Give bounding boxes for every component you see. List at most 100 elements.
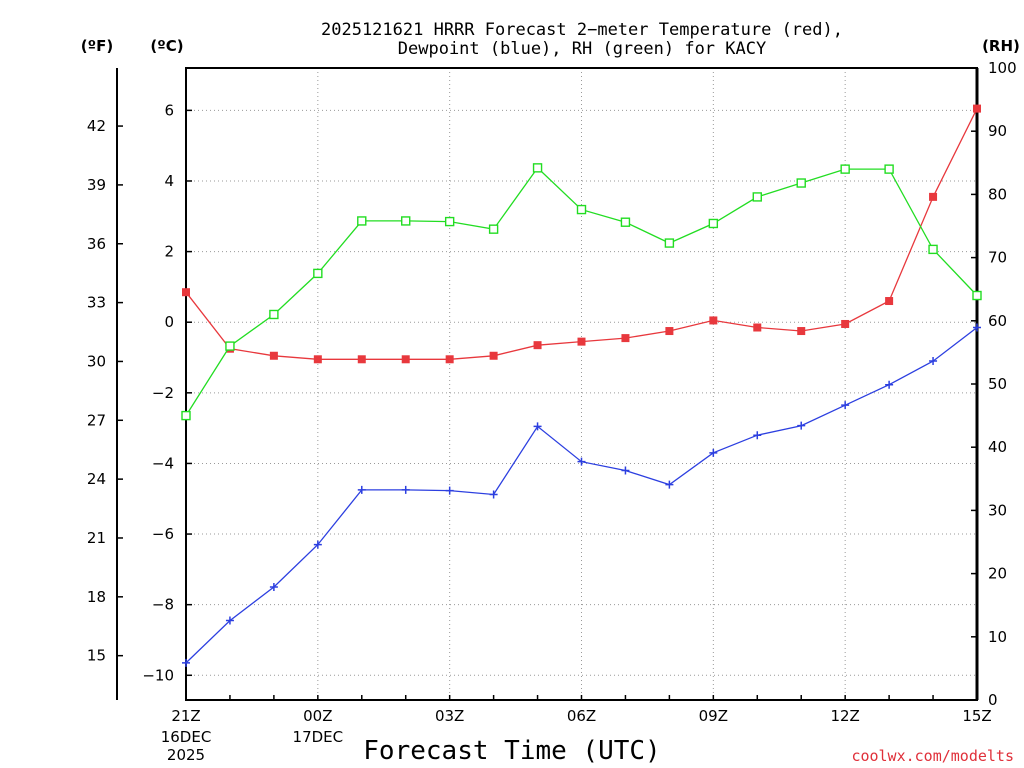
dewpoint-point (797, 421, 806, 430)
rh-point (444, 216, 455, 227)
dewpoint-point (841, 401, 850, 410)
rh-tick-label: 30 (988, 501, 1007, 519)
celsius-tick-label: −10 (142, 666, 174, 684)
dewpoint-point (182, 658, 190, 667)
fahrenheit-tick-label: 24 (87, 470, 106, 488)
dewpoint-point (621, 466, 630, 475)
2-meter-temperature-point (533, 341, 542, 350)
chart-title-line-1: 2025121621 HRRR Forecast 2−meter Tempera… (321, 20, 843, 40)
rh-point (620, 217, 631, 227)
celsius-unit-label: (ºC) (150, 37, 183, 55)
x-tick-label: 03Z (435, 707, 464, 725)
data-series (181, 104, 982, 667)
x-tick-label: 09Z (699, 707, 728, 725)
dewpoint-point (753, 431, 762, 440)
2-meter-temperature-point (709, 316, 718, 325)
rh-tick-label: 60 (988, 312, 1007, 330)
2-meter-temperature-point (313, 355, 322, 364)
rh-point (357, 216, 367, 226)
2-meter-temperature-point (489, 351, 498, 360)
rh-tick-label: 50 (988, 375, 1007, 393)
2-meter-temperature-point (665, 327, 674, 336)
fahrenheit-tick-label: 27 (87, 411, 106, 429)
x-axis-title: Forecast Time (UTC) (363, 736, 660, 766)
dewpoint-point (665, 480, 674, 489)
dewpoint-point (445, 486, 454, 495)
2-meter-temperature-point (753, 323, 762, 332)
celsius-tick-label: 4 (164, 172, 174, 190)
2-meter-temperature-point (357, 355, 366, 364)
2-meter-temperature-point (182, 288, 190, 297)
rh-tick-label: 70 (988, 249, 1007, 267)
rh-point (884, 164, 894, 174)
dewpoint-point (357, 485, 366, 494)
x-tick-label: 21Z (171, 707, 200, 725)
2-meter-temperature-point (621, 334, 630, 343)
dewpoint-point (709, 448, 718, 457)
2-meter-temperature-point (445, 355, 454, 364)
dewpoint-point (929, 357, 938, 366)
rh-tick-label: 80 (988, 185, 1007, 203)
celsius-tick-label: −6 (152, 525, 174, 543)
dewpoint-point (577, 457, 586, 466)
celsius-tick-label: 2 (164, 243, 174, 261)
grid-lines (186, 68, 977, 700)
2-meter-temperature-point (797, 327, 806, 336)
rh-tick-label: 20 (988, 565, 1007, 583)
dewpoint-point (973, 323, 981, 332)
2-meter-temperature-line (185, 108, 978, 360)
dewpoint-point (885, 380, 894, 389)
fahrenheit-tick-label: 33 (87, 294, 106, 312)
x-date-label: 2025 (167, 746, 205, 764)
x-tick-label: 06Z (567, 707, 596, 725)
2-meter-temperature-point (401, 355, 410, 364)
2-meter-temperature-point (929, 192, 938, 201)
dewpoint-point (225, 616, 234, 625)
dewpoint-point (489, 490, 498, 499)
dewpoint-point (533, 422, 542, 431)
rh-point (708, 218, 719, 229)
x-tick-label: 15Z (962, 707, 991, 725)
rh-point (401, 216, 411, 226)
chart-title-line-2: Dewpoint (blue), RH (green) for KACY (398, 39, 766, 59)
2-meter-temperature-point (841, 319, 850, 328)
rh-point (488, 224, 499, 234)
axes (116, 67, 979, 701)
fahrenheit-tick-label: 39 (87, 176, 106, 194)
dewpoint-point (313, 540, 322, 549)
credit-label: coolwx.com/modelts (851, 747, 1014, 765)
fahrenheit-unit-label: (ºF) (81, 37, 113, 55)
celsius-tick-label: −4 (152, 454, 174, 472)
2-meter-temperature-point (269, 351, 278, 360)
celsius-tick-label: 0 (164, 313, 174, 331)
fahrenheit-tick-label: 36 (87, 235, 106, 253)
rh-point (972, 290, 982, 301)
rh-point (532, 163, 543, 173)
rh-unit-label: (RH) (982, 37, 1020, 55)
fahrenheit-tick-label: 15 (87, 647, 106, 665)
rh-point (313, 268, 323, 279)
fahrenheit-tick-label: 42 (87, 117, 106, 135)
tick-labels: −10−8−6−4−202461518212427303336394201020… (87, 59, 1017, 764)
fahrenheit-tick-label: 30 (87, 352, 106, 370)
x-tick-label: 12Z (830, 707, 859, 725)
x-date-label: 16DEC (161, 728, 212, 746)
2-meter-temperature-point (973, 104, 981, 113)
rh-point (181, 410, 191, 421)
rh-tick-label: 0 (988, 691, 998, 709)
rh-tick-label: 40 (988, 438, 1007, 456)
2-meter-temperature-point (885, 297, 894, 306)
fahrenheit-tick-label: 21 (87, 529, 106, 547)
2-meter-temperature-point (577, 337, 586, 346)
fahrenheit-tick-label: 18 (87, 588, 106, 606)
x-date-label: 17DEC (293, 728, 344, 746)
x-tick-label: 00Z (303, 707, 332, 725)
rh-point (796, 178, 806, 188)
rh-point (752, 192, 762, 202)
celsius-tick-label: −8 (152, 596, 174, 614)
rh-point (269, 309, 279, 320)
rh-tick-label: 90 (988, 122, 1007, 140)
celsius-tick-label: −2 (152, 384, 174, 402)
rh-point (840, 164, 850, 174)
dewpoint-point (401, 485, 410, 494)
